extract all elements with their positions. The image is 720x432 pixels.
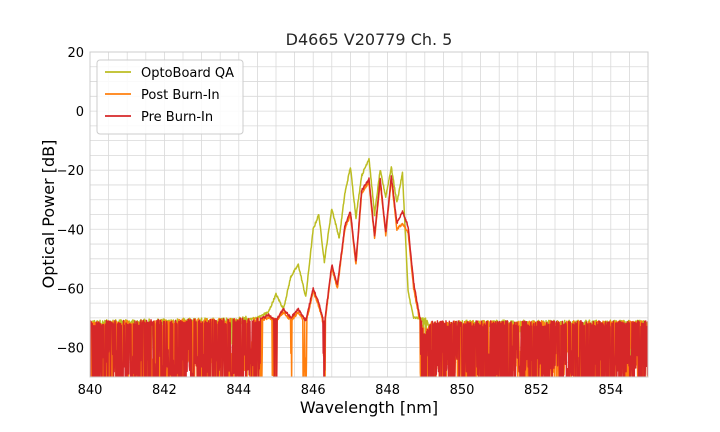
x-tick-label: 850 (450, 383, 475, 398)
legend-label: Pre Burn-In (141, 110, 213, 125)
x-tick-label: 852 (524, 383, 549, 398)
plot-frame (89, 51, 649, 378)
legend-label: Post Burn-In (141, 88, 220, 103)
y-axis-label: Optical Power [dB] (39, 140, 58, 289)
y-tick-label: −40 (57, 223, 84, 238)
x-axis-label: Wavelength [nm] (300, 398, 438, 417)
legend: OptoBoard QA Post Burn-In Pre Burn-In (96, 59, 244, 135)
chart-title: D4665 V20779 Ch. 5 (286, 30, 453, 49)
y-tick-label: 20 (67, 46, 84, 61)
y-tick-label: −60 (57, 282, 84, 297)
x-tick-label: 844 (226, 383, 251, 398)
x-tick-label: 848 (375, 383, 400, 398)
x-tick-label: 854 (598, 383, 623, 398)
x-tick-label: 846 (301, 383, 326, 398)
x-tick-labels: 840 842 844 846 848 850 852 854 (78, 383, 624, 398)
y-tick-label: −20 (57, 164, 84, 179)
y-tick-labels: 20 0 −20 −40 −60 −80 (57, 46, 84, 356)
legend-label: OptoBoard QA (141, 66, 234, 81)
legend-box (96, 59, 244, 135)
series-line (90, 175, 648, 377)
series-layer (90, 157, 648, 377)
y-tick-label: 0 (76, 105, 84, 120)
x-tick-label: 842 (152, 383, 177, 398)
y-tick-label: −80 (57, 341, 84, 356)
x-tick-label: 840 (78, 383, 103, 398)
